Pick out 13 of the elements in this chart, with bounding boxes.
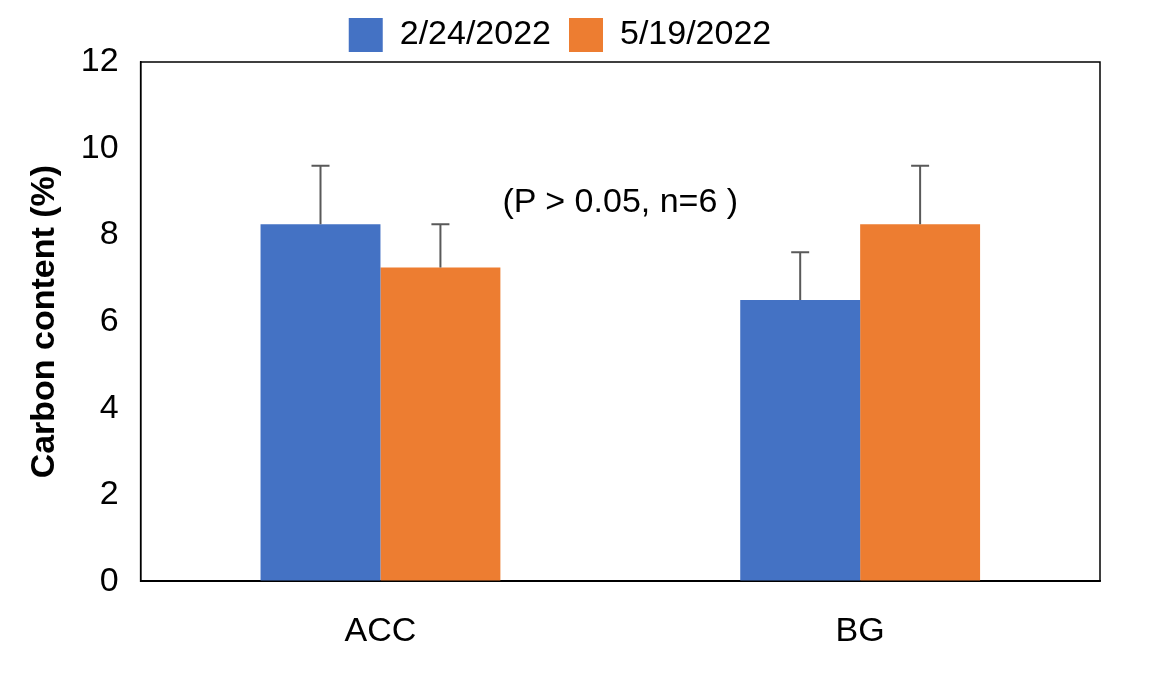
y-tick-label: 0 bbox=[99, 559, 119, 598]
y-tick-label: 6 bbox=[99, 299, 119, 338]
legend-label: 2/24/2022 bbox=[399, 13, 552, 52]
y-tick-label: 10 bbox=[80, 126, 119, 165]
y-tick-label: 4 bbox=[99, 386, 119, 425]
legend-label: 5/19/2022 bbox=[620, 13, 772, 52]
y-tick-label: 12 bbox=[80, 40, 119, 79]
y-tick-label: 2 bbox=[99, 473, 119, 512]
y-axis-title: Carbon content (%) bbox=[22, 164, 61, 479]
y-tick-label: 8 bbox=[99, 213, 119, 252]
x-tick-label: ACC bbox=[344, 609, 417, 648]
x-tick-label: BG bbox=[835, 609, 885, 648]
annotation: (P > 0.05, n=6 ) bbox=[502, 180, 739, 219]
